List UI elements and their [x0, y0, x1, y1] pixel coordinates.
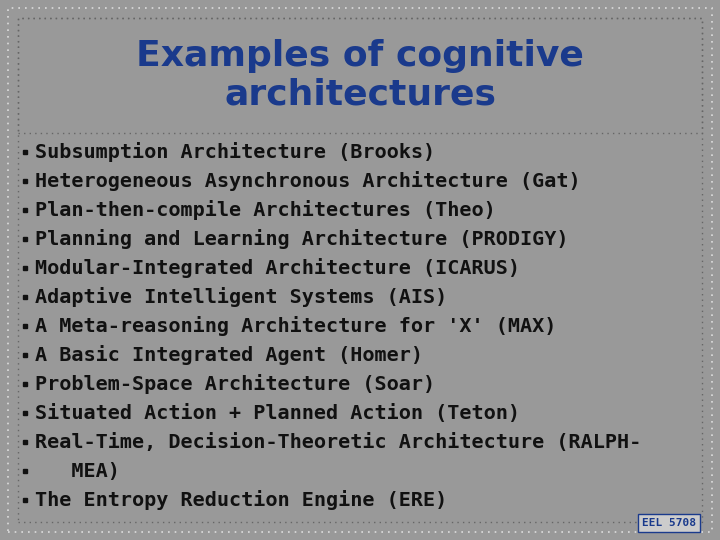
Text: Situated Action + Planned Action (Teton): Situated Action + Planned Action (Teton)	[35, 404, 520, 423]
Text: Plan-then-compile Architectures (Theo): Plan-then-compile Architectures (Theo)	[35, 200, 496, 220]
Text: Modular-Integrated Architecture (ICARUS): Modular-Integrated Architecture (ICARUS)	[35, 258, 520, 278]
Text: The Entropy Reduction Engine (ERE): The Entropy Reduction Engine (ERE)	[35, 490, 447, 510]
Text: Problem-Space Architecture (Soar): Problem-Space Architecture (Soar)	[35, 374, 435, 394]
Text: Real-Time, Decision-Theoretic Architecture (RALPH-: Real-Time, Decision-Theoretic Architectu…	[35, 433, 642, 452]
Text: Planning and Learning Architecture (PRODIGY): Planning and Learning Architecture (PROD…	[35, 229, 569, 249]
Text: EEL 5708: EEL 5708	[642, 518, 696, 528]
Text: Subsumption Architecture (Brooks): Subsumption Architecture (Brooks)	[35, 141, 435, 161]
Bar	[18, 18, 702, 133]
Text: Heterogeneous Asynchronous Architecture (Gat): Heterogeneous Asynchronous Architecture …	[35, 171, 580, 191]
Text: A Basic Integrated Agent (Homer): A Basic Integrated Agent (Homer)	[35, 345, 423, 365]
Text: Adaptive Intelligent Systems (AIS): Adaptive Intelligent Systems (AIS)	[35, 287, 447, 307]
Bar	[638, 514, 700, 532]
Text: A Meta-reasoning Architecture for 'X' (MAX): A Meta-reasoning Architecture for 'X' (M…	[35, 316, 557, 336]
Text: MEA): MEA)	[35, 462, 120, 481]
Text: Examples of cognitive
architectures: Examples of cognitive architectures	[136, 39, 584, 112]
